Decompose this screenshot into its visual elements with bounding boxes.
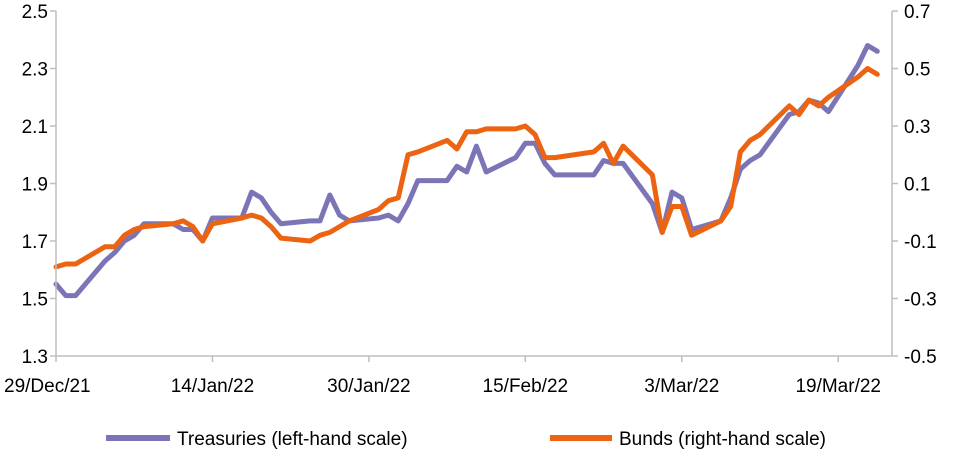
left-tick-label: 1.5 bbox=[22, 290, 48, 311]
right-tick-label: -0.3 bbox=[904, 290, 937, 311]
right-axis: -0.5 -0.3 -0.1 0.1 0.3 0.5 0.7 bbox=[891, 2, 937, 368]
right-tick-label: -0.5 bbox=[904, 347, 937, 368]
series-line-bunds bbox=[53, 66, 880, 270]
right-tick-label: 0.3 bbox=[904, 117, 930, 138]
left-tick-label: 1.9 bbox=[22, 175, 48, 196]
x-tick-label: 15/Feb/22 bbox=[483, 376, 569, 397]
left-tick-label: 1.3 bbox=[22, 347, 48, 368]
right-tick-label: 0.7 bbox=[904, 2, 930, 23]
x-tick-label: 29/Dec/21 bbox=[4, 376, 91, 397]
x-tick-label: 30/Jan/22 bbox=[327, 376, 410, 397]
series-line-treasuries bbox=[53, 43, 880, 299]
left-tick-label: 2.1 bbox=[22, 117, 48, 138]
x-tick-label: 19/Mar/22 bbox=[795, 376, 881, 397]
left-tick-label: 1.7 bbox=[22, 232, 48, 253]
right-tick-label: -0.1 bbox=[904, 232, 937, 253]
legend-label: Bunds (right-hand scale) bbox=[619, 429, 826, 450]
legend-item: Bunds (right-hand scale) bbox=[550, 429, 826, 450]
series-layer bbox=[53, 43, 880, 299]
left-tick-label: 2.3 bbox=[22, 60, 48, 81]
left-tick-label: 2.5 bbox=[22, 2, 48, 23]
x-axis: 29/Dec/21 14/Jan/22 30/Jan/22 15/Feb/22 3/Ma… bbox=[4, 355, 892, 397]
x-tick-label: 14/Jan/22 bbox=[171, 376, 254, 397]
right-tick-label: 0.5 bbox=[904, 60, 930, 81]
x-tick-label: 3/Mar/22 bbox=[644, 376, 719, 397]
legend-label: Treasuries (left-hand scale) bbox=[177, 429, 408, 450]
right-tick-label: 0.1 bbox=[904, 175, 930, 196]
legend-item: Treasuries (left-hand scale) bbox=[106, 429, 408, 450]
legend: Treasuries (left-hand scale) Bunds (right… bbox=[106, 429, 826, 450]
left-axis: 1.3 1.5 1.7 1.9 2.1 2.3 2.5 bbox=[22, 2, 57, 368]
